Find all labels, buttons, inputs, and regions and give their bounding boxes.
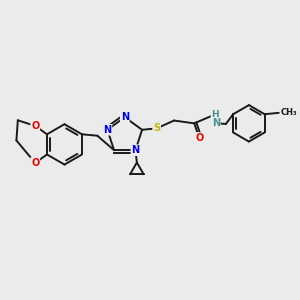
Text: N: N [121, 112, 129, 122]
Text: O: O [31, 121, 39, 131]
Text: O: O [31, 158, 39, 168]
Text: N: N [131, 145, 140, 155]
Text: O: O [195, 133, 203, 143]
Text: S: S [153, 123, 160, 134]
Text: CH₃: CH₃ [281, 108, 298, 117]
Text: N: N [103, 125, 112, 135]
Text: H: H [212, 110, 219, 119]
Text: N: N [212, 118, 220, 128]
